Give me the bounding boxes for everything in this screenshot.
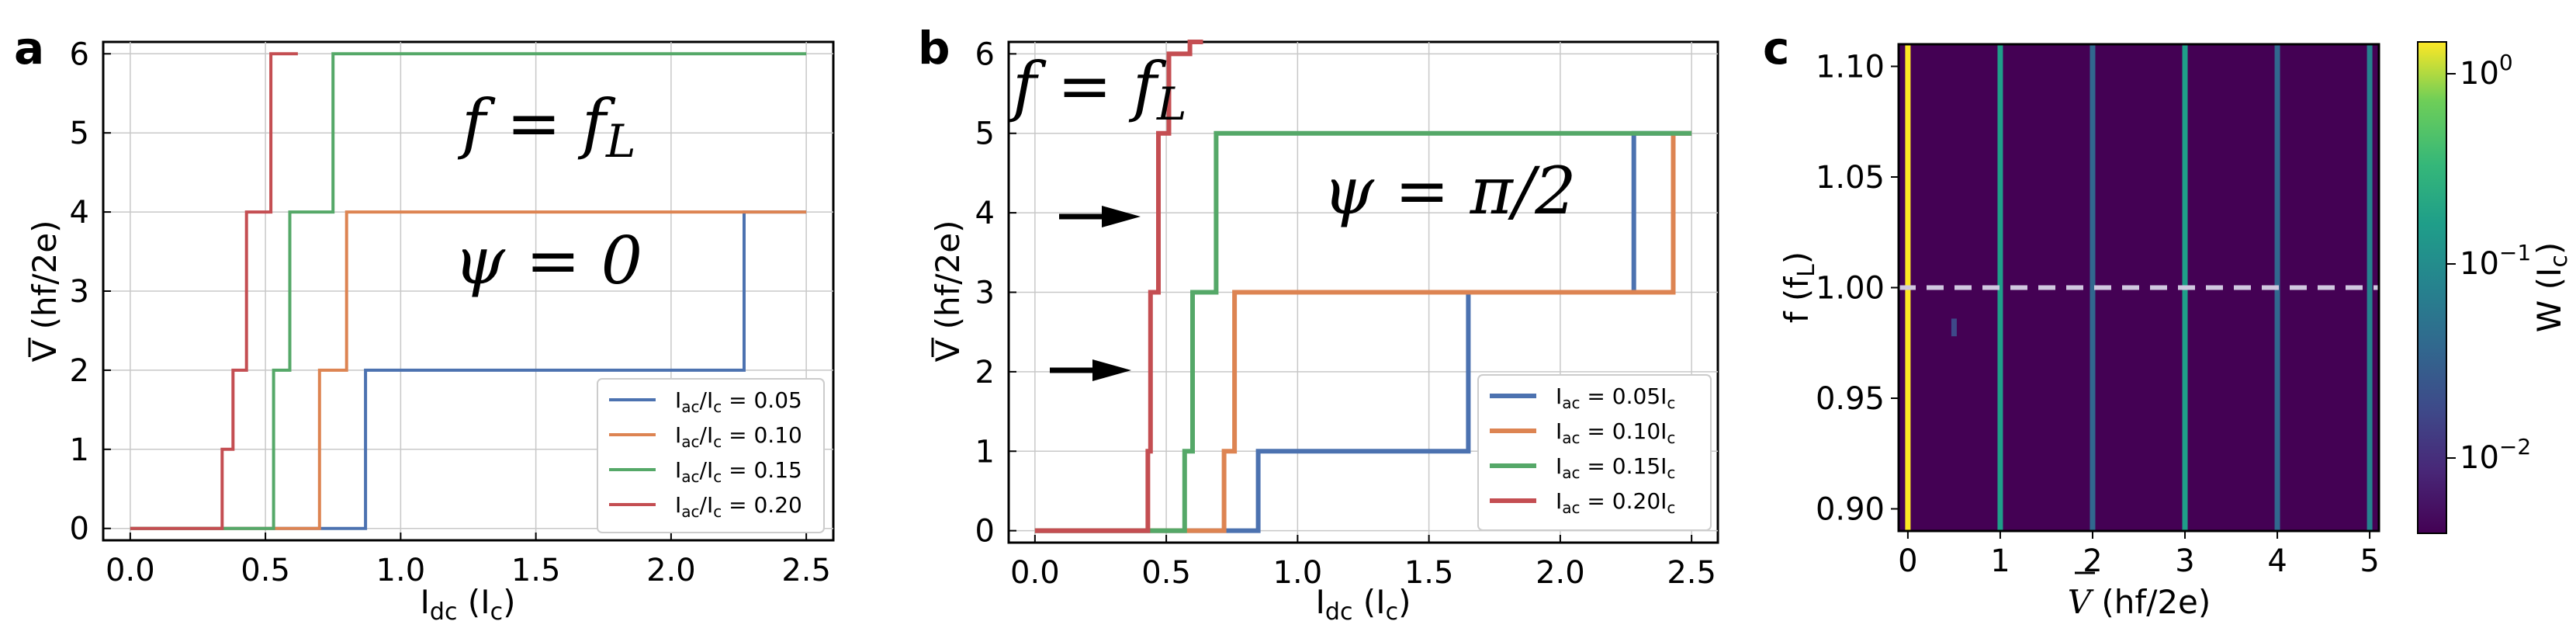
xtick-label: 0.0 (1010, 555, 1060, 591)
panel-label-b: b (918, 22, 950, 75)
svg-text:f (fL): f (fL) (1778, 252, 1820, 323)
svg-text:V (hf/2e): V (hf/2e) (26, 220, 64, 363)
xtick-label: 1.5 (511, 553, 561, 588)
xtick-label: 1.5 (1404, 555, 1454, 591)
ytick-label: 4 (975, 196, 995, 231)
panel-label-a: a (14, 22, 44, 75)
ytick-label: 3 (975, 276, 995, 311)
ytick-label: 6 (70, 36, 89, 72)
series-line-a3 (130, 52, 298, 530)
xtick-label: 2.0 (1536, 555, 1585, 591)
series-line-b2 (1034, 130, 1692, 533)
ytick-label-c: 0.90 (1816, 492, 1885, 528)
heatmap-stripe-5 (2367, 44, 2373, 531)
series-line-b1 (1034, 130, 1692, 533)
arrow-upper (1059, 206, 1141, 227)
ytick-label: 3 (70, 274, 89, 310)
xtick-label: 2.0 (646, 553, 696, 588)
ylabel-a: V (hf/2e) (26, 220, 64, 363)
legend-entry-a1: Iac/Ic = 0.10 (675, 422, 802, 451)
colorbar-label: W (Ic) (2530, 242, 2573, 333)
xtick-label-c: 4 (2267, 543, 2287, 579)
colorbar-tick-1e-2: 10−2 (2460, 434, 2531, 476)
legend-b: Iac = 0.05Ic Iac = 0.10Ic Iac = 0.15Ic I… (1477, 374, 1712, 531)
heatmap-stripe-2 (2090, 44, 2096, 531)
legend-a: Iac/Ic = 0.05 Iac/Ic = 0.10 Iac/Ic = 0.1… (597, 378, 825, 533)
ytick-label-c: 0.95 (1816, 381, 1885, 417)
svg-text:W (Ic): W (Ic) (2530, 242, 2573, 333)
series-line-a1 (130, 210, 807, 530)
ytick-label-c: 1.00 (1816, 271, 1885, 307)
xlabel-a: Idc (Ic) (421, 583, 516, 626)
legend-entry-a2: Iac/Ic = 0.15 (675, 457, 802, 486)
colorbar-ticks: 100 10−1 10−2 (2446, 50, 2531, 476)
xtick-label: 0.5 (241, 553, 290, 588)
series-line-b3 (1034, 40, 1203, 533)
annotation-psi-pi2: ψ = π/2 (1323, 153, 1577, 229)
xtick-label: 1.0 (1273, 555, 1323, 591)
xtick-label: 2.5 (781, 553, 831, 588)
xlabel-b: Idc (Ic) (1316, 583, 1411, 626)
xtick-label-c: 3 (2175, 543, 2194, 579)
ytick-label: 2 (70, 353, 89, 389)
ylabel-b: V (hf/2e) (929, 220, 967, 363)
ytick-label: 2 (975, 355, 995, 390)
ytick-label: 0 (70, 512, 89, 547)
series-line-b0 (1034, 130, 1692, 533)
colorbar-tick-1e0: 100 (2460, 50, 2513, 92)
ytick-label: 5 (70, 116, 89, 151)
ytick-label: 6 (975, 36, 995, 72)
colorbar-tick-1e-1: 10−1 (2460, 240, 2531, 282)
annotation-psi-0: ψ = 0 (454, 223, 642, 299)
xtick-label: 0.5 (1141, 555, 1191, 591)
ytick-label: 5 (975, 116, 995, 152)
ytick-label: 1 (975, 434, 995, 470)
ytick-label-c: 1.05 (1816, 160, 1885, 196)
xtick-label-c: 0 (1898, 543, 1917, 579)
heatmap-stripe-6 (1951, 318, 1957, 337)
xtick-label: 1.0 (376, 553, 426, 588)
xtick-label: 0.0 (106, 553, 155, 588)
heatmap-stripe-1 (1997, 44, 2003, 531)
ytick-label: 0 (975, 514, 995, 550)
svg-text:V (hf/2e): V (hf/2e) (929, 220, 967, 363)
ytick-label: 1 (70, 432, 89, 468)
legend-entry-b1: Iac = 0.10Ic (1556, 418, 1675, 447)
panel-c: c 0 1 2 3 4 50.900.951.001.051.10 V (hf/2e) f… (1763, 22, 2573, 621)
colorbar (2417, 41, 2447, 534)
ytick-label-c: 1.10 (1816, 50, 1885, 85)
ytick-label: 4 (70, 195, 89, 231)
legend-entry-a3: Iac/Ic = 0.20 (675, 492, 802, 521)
ylabel-c: f (fL) (1778, 252, 1820, 323)
xtick-label: 2.5 (1667, 555, 1716, 591)
xtick-label-c: 1 (1990, 543, 2010, 579)
arrow-lower (1050, 359, 1131, 381)
panel-label-c: c (1763, 22, 1789, 75)
xtick-label-c: 5 (2360, 543, 2379, 579)
series-line-a2 (130, 52, 807, 530)
xlabel-c: V (hf/2e) (2068, 583, 2211, 621)
